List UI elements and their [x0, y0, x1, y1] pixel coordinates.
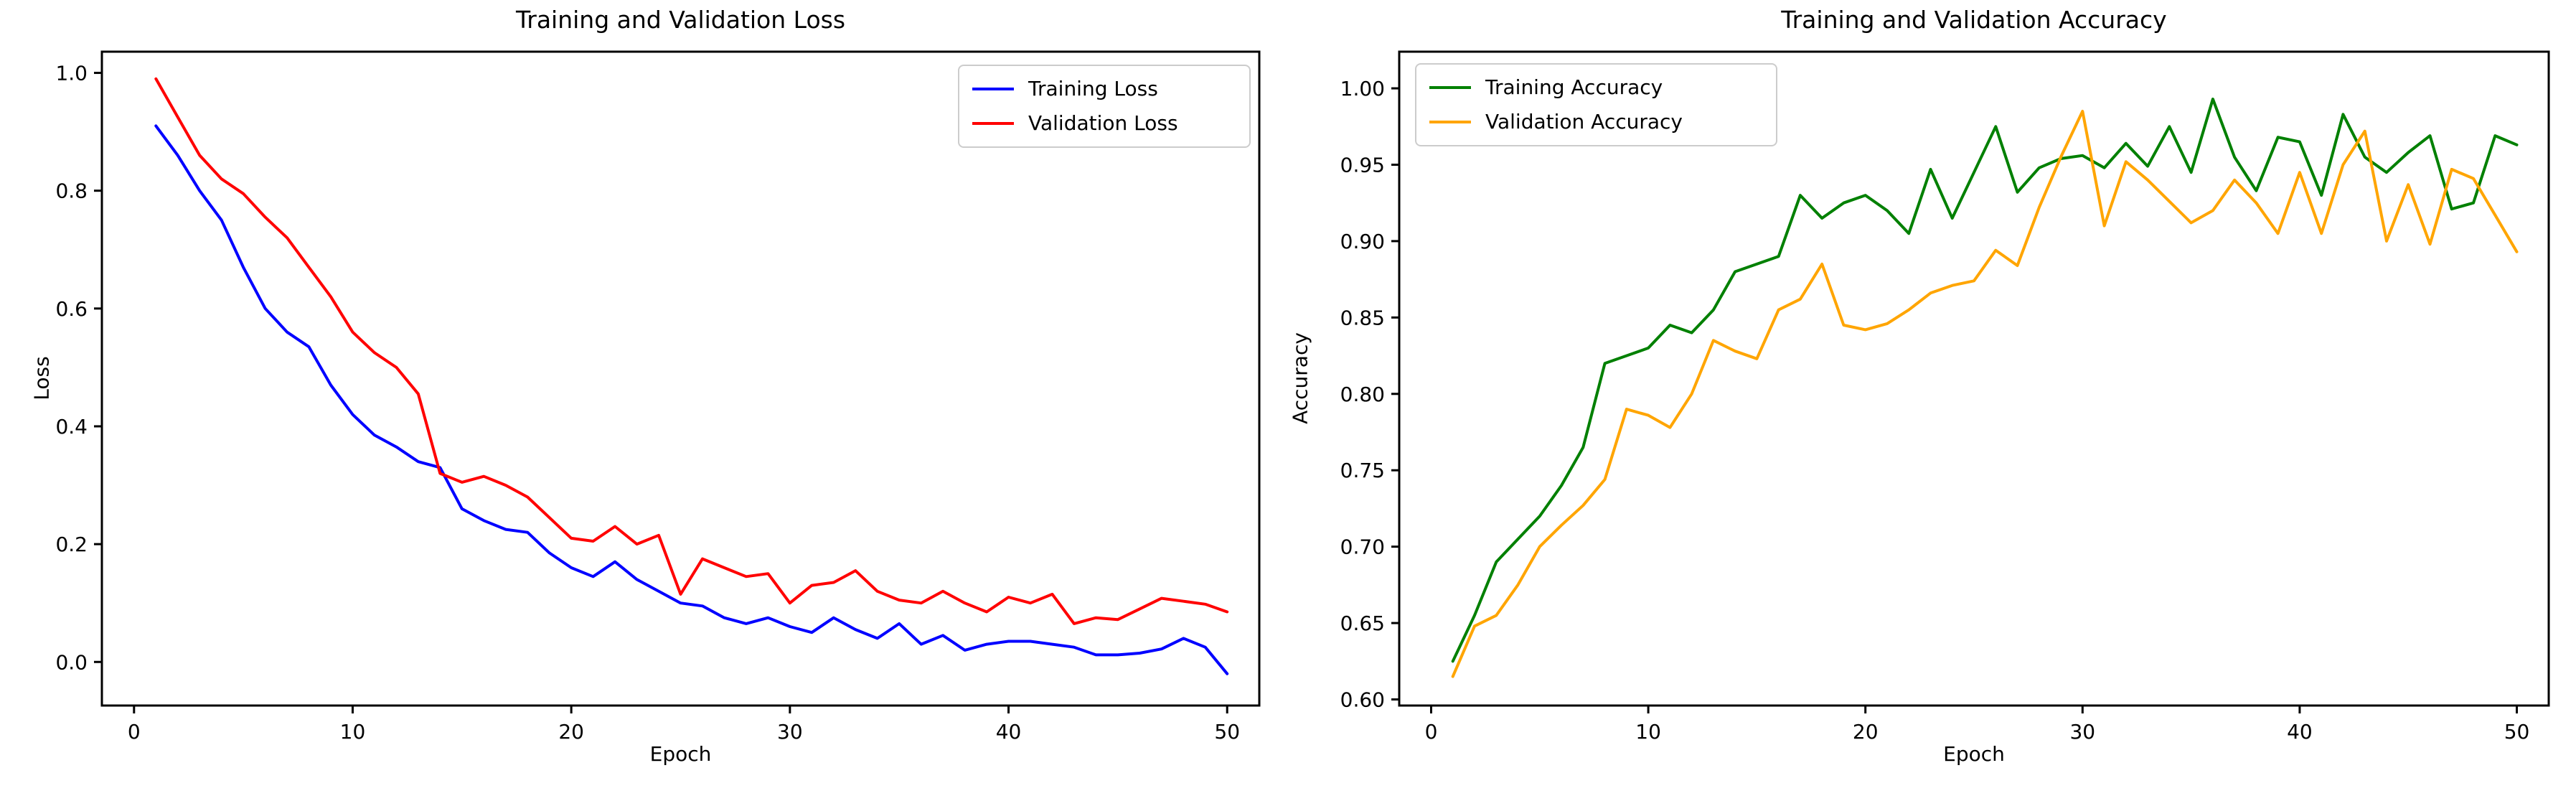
- validation-loss-line-swatch: [972, 122, 1014, 125]
- loss-plot-area: 0 10 20 30 40 50 0.0 0.2 0.4 0.6 0.8 1.0: [55, 50, 1261, 744]
- validation-accuracy-line: [1451, 110, 2519, 678]
- y-tick-label: 0.4: [55, 415, 88, 439]
- x-tick-label: 40: [996, 720, 1022, 744]
- training-accuracy-line: [1451, 98, 2519, 663]
- loss-legend: Training Loss Validation Loss: [958, 65, 1251, 148]
- x-tick-label: 0: [128, 720, 141, 744]
- y-tick-label: 0.60: [1340, 688, 1385, 711]
- y-tick-label: 0.70: [1340, 535, 1385, 559]
- x-tick-label: 0: [1425, 720, 1438, 744]
- y-tick-label: 0.85: [1340, 306, 1385, 329]
- training-loss-line-swatch: [972, 88, 1014, 90]
- axes-spines: [100, 50, 1261, 707]
- x-tick-label: 50: [1214, 720, 1240, 744]
- y-tick-label: 0.75: [1340, 459, 1385, 482]
- training-loss-line: [154, 124, 1229, 675]
- loss-x-axis-label: Epoch: [649, 742, 712, 766]
- x-tick-label: 30: [2069, 720, 2095, 744]
- accuracy-chart-title: Training and Validation Accuracy: [1781, 6, 2167, 34]
- x-tick-label: 40: [2287, 720, 2313, 744]
- y-tick-label: 0.0: [55, 650, 88, 674]
- y-tick-label: 1.00: [1340, 77, 1385, 100]
- validation-loss-line: [154, 77, 1229, 625]
- x-tick-label: 10: [340, 720, 366, 744]
- x-tick-label: 10: [1635, 720, 1661, 744]
- y-tick-label: 0.95: [1340, 154, 1385, 177]
- accuracy-y-axis-label: Accuracy: [1288, 332, 1312, 424]
- training-loss-legend-label: Training Loss: [1028, 77, 1158, 100]
- loss-y-axis-label: Loss: [29, 356, 54, 400]
- y-tick-label: 0.2: [55, 533, 88, 556]
- x-tick-label: 50: [2504, 720, 2530, 744]
- legend-entry-validation-accuracy: Validation Accuracy: [1429, 110, 1760, 134]
- axes-spines: [1398, 50, 2550, 707]
- legend-entry-validation-loss: Validation Loss: [972, 111, 1233, 136]
- x-tick-label: 20: [558, 720, 584, 744]
- legend-entry-training-loss: Training Loss: [972, 77, 1233, 101]
- x-tick-label: 20: [1853, 720, 1879, 744]
- accuracy-legend: Training Accuracy Validation Accuracy: [1415, 63, 1777, 146]
- y-tick-label: 0.90: [1340, 230, 1385, 253]
- x-tick-label: 30: [777, 720, 803, 744]
- validation-loss-legend-label: Validation Loss: [1028, 111, 1178, 135]
- accuracy-x-axis-label: Epoch: [1943, 742, 2005, 766]
- y-tick-label: 0.6: [55, 297, 88, 321]
- training-accuracy-line-swatch: [1429, 86, 1471, 89]
- y-tick-label: 0.65: [1340, 612, 1385, 635]
- y-tick-label: 1.0: [55, 62, 88, 85]
- legend-entry-training-accuracy: Training Accuracy: [1429, 75, 1760, 100]
- y-tick-label: 0.8: [55, 179, 88, 203]
- accuracy-plot-area: 0 10 20 30 40 50 0.60 0.65 0.70 0.75 0.80 0.85 0.90 0…: [1340, 50, 2550, 744]
- validation-accuracy-legend-label: Validation Accuracy: [1485, 110, 1683, 134]
- training-accuracy-legend-label: Training Accuracy: [1485, 75, 1663, 99]
- y-tick-label: 0.80: [1340, 383, 1385, 406]
- validation-accuracy-line-swatch: [1429, 121, 1471, 123]
- loss-chart-title: Training and Validation Loss: [515, 6, 846, 34]
